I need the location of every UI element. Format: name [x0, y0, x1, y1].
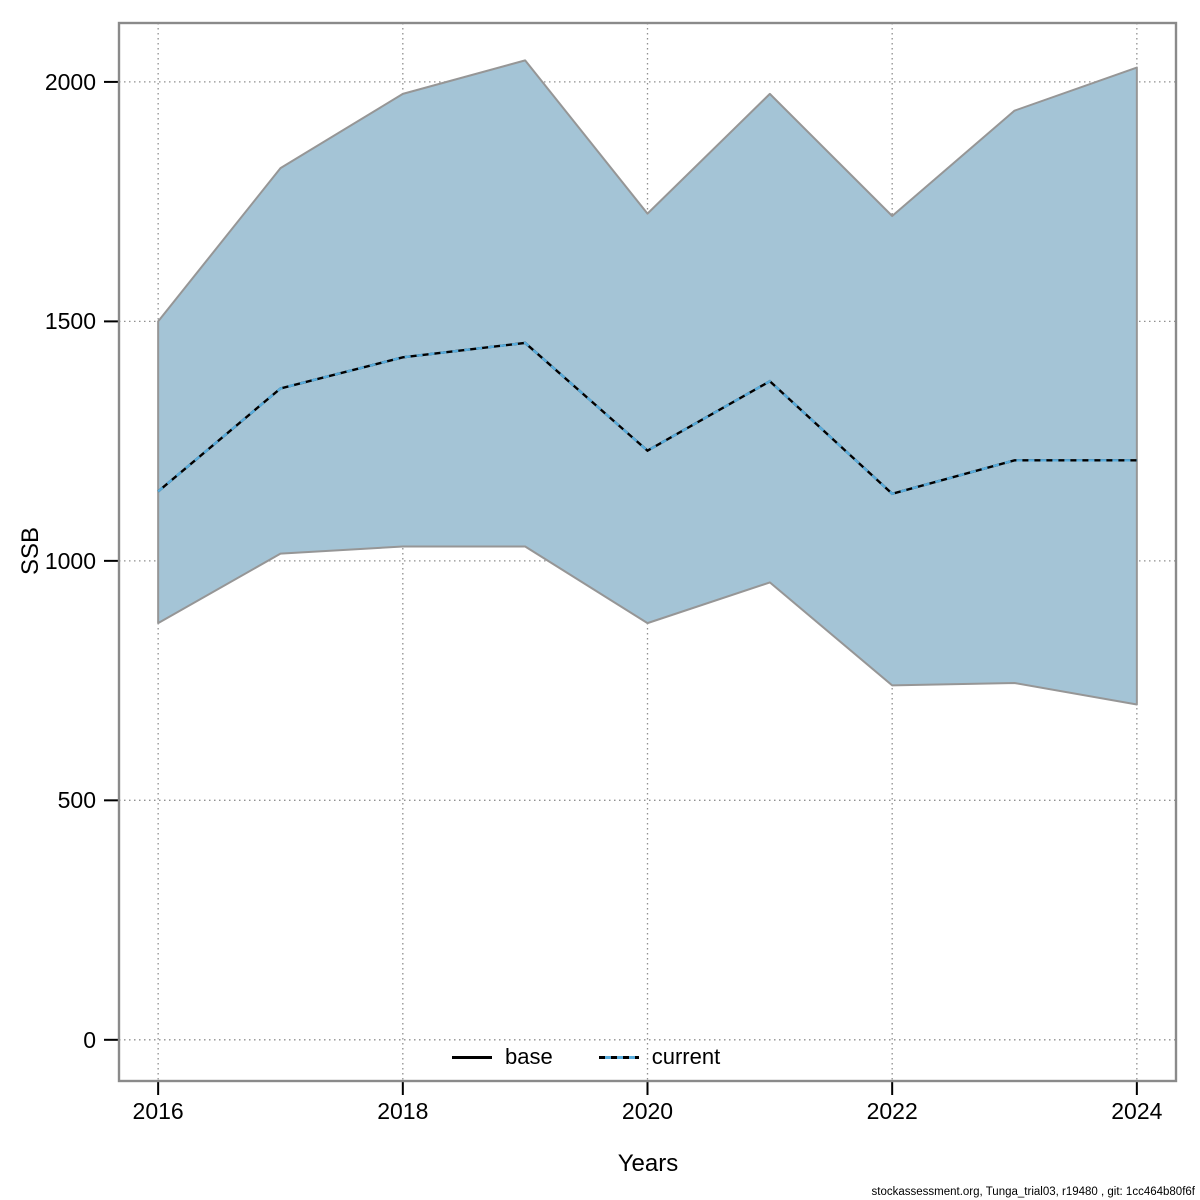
current-line	[157, 341, 1137, 496]
confidence-band	[157, 59, 1138, 706]
plot-frame	[117, 21, 1178, 1083]
